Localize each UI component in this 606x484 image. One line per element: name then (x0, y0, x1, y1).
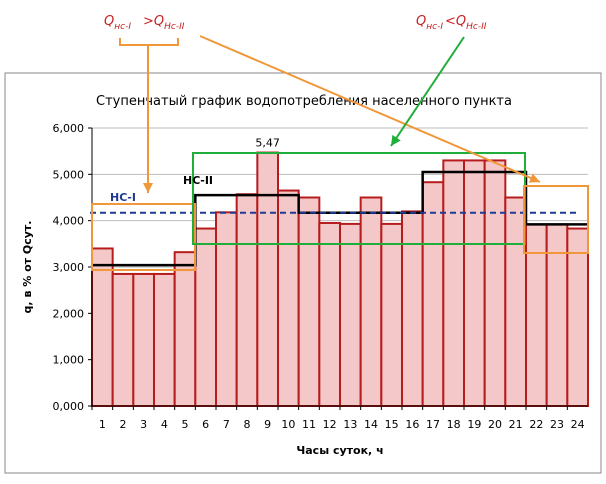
bar (194, 227, 217, 407)
x-tick-label: 14 (364, 418, 378, 431)
x-tick-label: 13 (343, 418, 357, 431)
ns2-label: НС-II (183, 174, 213, 187)
ns1-label: НС-I (110, 191, 136, 204)
x-tick-label: 10 (281, 418, 295, 431)
bar (215, 211, 238, 407)
x-tick-label: 15 (385, 418, 399, 431)
green-arrow-shaft (390, 36, 465, 147)
x-tick-label: 3 (140, 418, 147, 431)
bar (277, 189, 300, 407)
x-tick-label: 23 (550, 418, 564, 431)
bar (504, 196, 528, 407)
x-tick-label: 4 (161, 418, 168, 431)
y-tick-label: 3,000 (53, 261, 85, 274)
bar (463, 159, 486, 407)
x-tick-label: 24 (571, 418, 585, 431)
bar (132, 272, 155, 408)
annotation-layer: 5,47 (91, 35, 589, 271)
x-tick-label: 11 (302, 418, 316, 431)
x-tick-label: 20 (488, 418, 502, 431)
y-tick-label: 0,000 (53, 400, 85, 413)
x-tick-label: 7 (223, 418, 230, 431)
y-axis-label: q, в % от Qсут. (21, 221, 34, 314)
y-tick-label: 2,000 (53, 307, 85, 320)
bar (339, 222, 362, 407)
y-tick-label: 1,000 (53, 354, 85, 367)
x-tick-label: 9 (264, 418, 271, 431)
orange-arrow-right-shaft (199, 35, 541, 183)
x-tick-label: 1 (99, 418, 106, 431)
x-tick-label: 21 (509, 418, 523, 431)
orange-box-right (523, 185, 589, 254)
bar (525, 223, 548, 407)
q-left-annotation: Qнс-I >QНс-II (104, 14, 185, 32)
bar (256, 151, 280, 407)
x-tick-label: 2 (120, 418, 127, 431)
orange-box-left (91, 203, 196, 271)
bar (297, 196, 321, 407)
x-axis-label: Часы суток, ч (296, 444, 383, 457)
y-tick-label: 4,000 (53, 215, 85, 228)
orange-arrow-down-head (143, 183, 153, 193)
bar (111, 272, 135, 408)
bar (235, 193, 259, 407)
x-tick-label: 8 (244, 418, 251, 431)
y-tick-label: 6,000 (53, 122, 85, 135)
q-right-annotation: Qнс-I <QНс-II (416, 14, 487, 32)
x-tick-label: 17 (426, 418, 440, 431)
orange-bracket (119, 38, 179, 46)
bar (380, 222, 404, 407)
orange-arrow-right-head (528, 173, 540, 183)
bar (401, 210, 424, 407)
x-tick-label: 19 (467, 418, 481, 431)
bar (442, 159, 466, 407)
x-tick-label: 12 (323, 418, 337, 431)
bar (545, 223, 569, 407)
bar (359, 196, 383, 407)
bar (153, 272, 176, 408)
bar (483, 159, 507, 407)
x-tick-label: 22 (529, 418, 543, 431)
y-tick-label: 5,000 (53, 168, 85, 181)
bar (318, 221, 342, 407)
x-tick-label: 5 (182, 418, 189, 431)
x-tick-label: 6 (202, 418, 209, 431)
bar (91, 247, 114, 407)
chart-title: Ступенчатый график водопотребления насел… (96, 94, 512, 109)
bar (421, 181, 445, 407)
x-tick-label: 18 (447, 418, 461, 431)
data-label: 5,47 (255, 137, 280, 150)
green-arrow-head (391, 134, 401, 146)
bar (566, 227, 589, 407)
bar (173, 251, 197, 407)
x-tick-label: 16 (405, 418, 419, 431)
